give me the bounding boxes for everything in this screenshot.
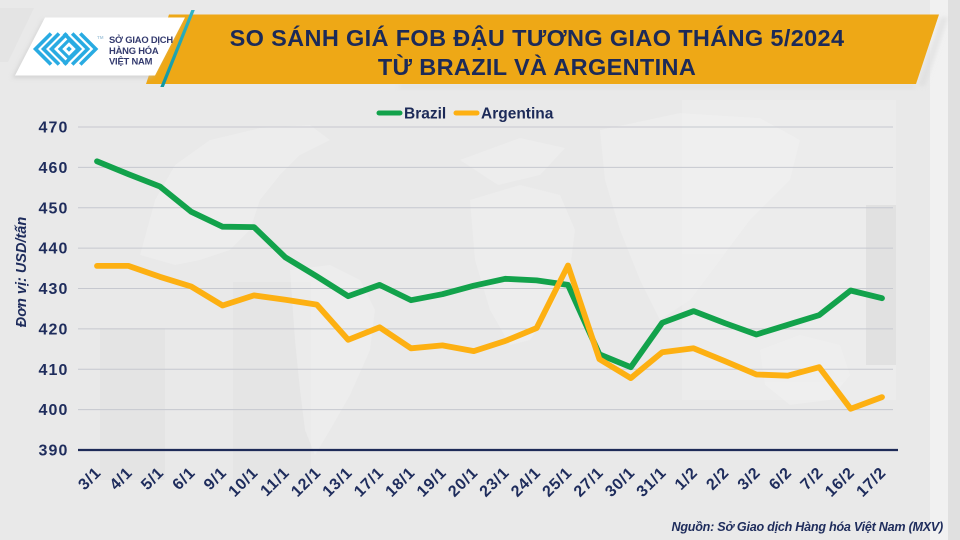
svg-text:TỪ BRAZIL VÀ ARGENTINA: TỪ BRAZIL VÀ ARGENTINA [378, 53, 696, 80]
svg-text:470: 470 [39, 120, 69, 137]
svg-text:430: 430 [39, 281, 69, 298]
svg-text:400: 400 [39, 402, 69, 419]
svg-text:TM: TM [97, 35, 104, 40]
svg-text:SỞ GIAO DỊCH: SỞ GIAO DỊCH [109, 34, 173, 45]
svg-text:VIỆT NAM: VIỆT NAM [109, 56, 153, 67]
svg-text:SO SÁNH GIÁ FOB ĐẬU TƯƠNG GIAO: SO SÁNH GIÁ FOB ĐẬU TƯƠNG GIAO THÁNG 5/2… [230, 24, 845, 51]
svg-text:420: 420 [39, 321, 69, 338]
svg-text:410: 410 [39, 362, 69, 379]
svg-text:460: 460 [39, 160, 69, 177]
svg-text:Argentina: Argentina [481, 106, 554, 123]
svg-text:HÀNG HÓA: HÀNG HÓA [109, 45, 159, 56]
svg-text:390: 390 [39, 443, 69, 460]
svg-text:Brazil: Brazil [404, 106, 446, 123]
svg-text:Nguồn: Sở Giao dịch Hàng hóa V: Nguồn: Sở Giao dịch Hàng hóa Việt Nam (M… [671, 520, 943, 534]
svg-text:Đơn vị: USD/tấn: Đơn vị: USD/tấn [14, 217, 30, 328]
svg-text:450: 450 [39, 200, 69, 217]
svg-text:440: 440 [39, 241, 69, 258]
